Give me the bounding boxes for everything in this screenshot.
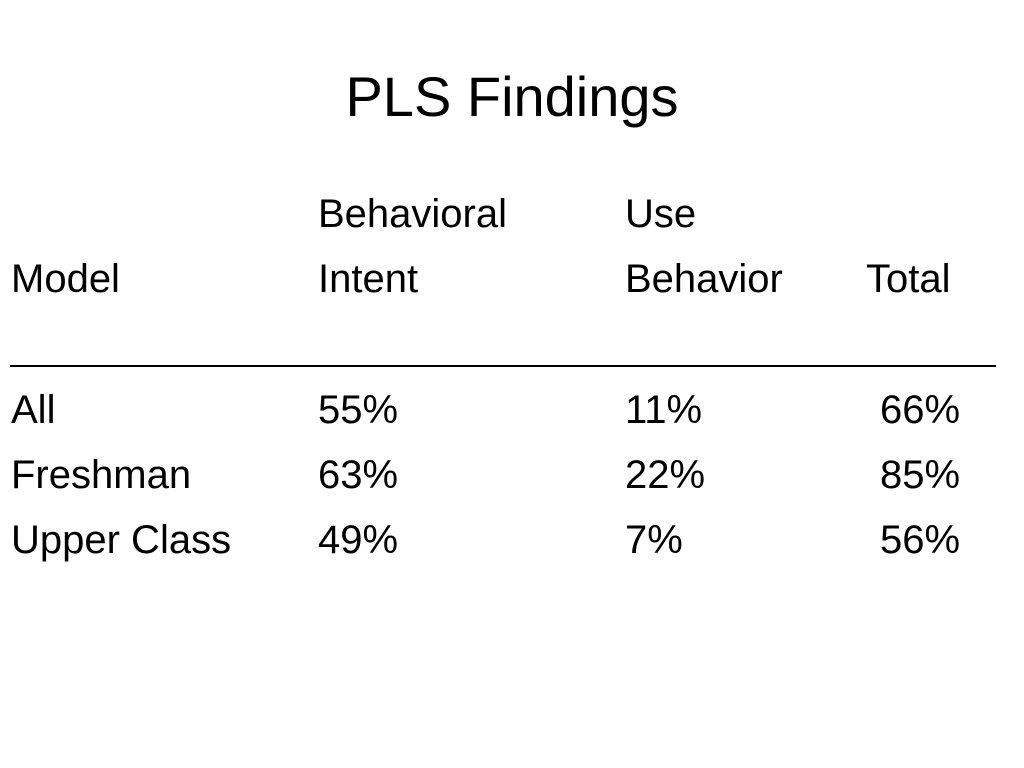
row-freshman-intent: 63%	[318, 453, 399, 497]
row-all-intent: 55%	[318, 388, 399, 432]
row-upper-class-total: 56%	[880, 518, 961, 562]
row-upper-class-model: Upper Class	[11, 518, 232, 562]
row-upper-class-behavior: 7%	[625, 518, 683, 562]
row-freshman-total: 85%	[880, 453, 961, 497]
row-upper-class-intent: 49%	[318, 518, 399, 562]
header-behavior: Behavior	[625, 257, 783, 301]
header-use: Use	[625, 192, 697, 236]
row-all-total: 66%	[880, 388, 961, 432]
slide-title: PLS Findings	[345, 65, 679, 128]
row-freshman-behavior: 22%	[625, 453, 706, 497]
header-model: Model	[11, 257, 120, 301]
header-total: Total	[866, 257, 951, 301]
row-freshman-model: Freshman	[11, 453, 192, 497]
header-behavioral: Behavioral	[318, 192, 508, 236]
row-all-behavior: 11%	[625, 388, 703, 432]
header-separator	[10, 365, 996, 367]
header-intent: Intent	[318, 257, 419, 301]
row-all-model: All	[11, 388, 56, 432]
